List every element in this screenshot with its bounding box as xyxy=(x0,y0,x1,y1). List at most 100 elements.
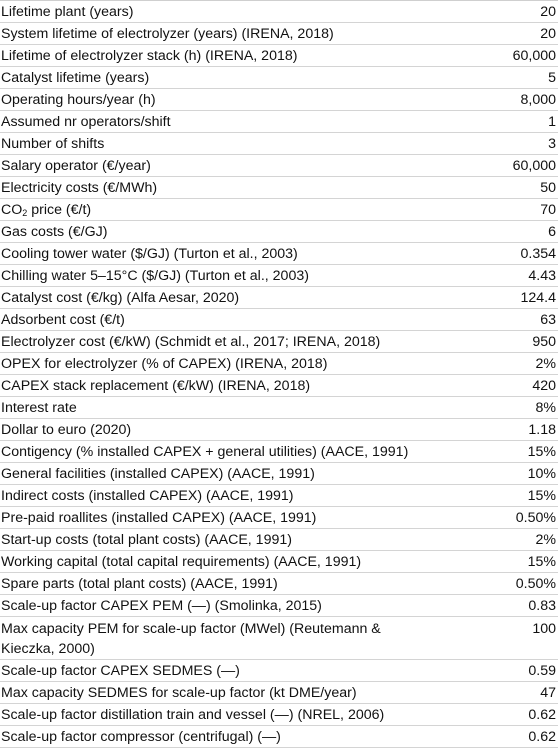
table-row: Salary operator (€/year) 60,000 xyxy=(0,155,558,177)
row-value: 63 xyxy=(540,312,556,328)
row-label: Lifetime plant (years) xyxy=(1,4,134,20)
table-row: Pre-paid roallites (installed CAPEX) (AA… xyxy=(0,507,558,529)
row-label: Salary operator (€/year) xyxy=(1,158,151,174)
row-value: 50 xyxy=(540,180,556,196)
row-label: Start-up costs (total plant costs) (AACE… xyxy=(1,532,292,548)
table-row: Cooling tower water ($/GJ) (Turton et al… xyxy=(0,243,558,265)
table-row: Chilling water 5–15°C ($/GJ) (Turton et … xyxy=(0,265,558,287)
table-row: Scale-up factor CAPEX SEDMES (—) 0.59 xyxy=(0,660,558,682)
row-value: 47 xyxy=(540,685,556,701)
table-row: Working capital (total capital requireme… xyxy=(0,551,558,573)
row-value: 0.59 xyxy=(528,663,556,679)
row-value: 3 xyxy=(548,136,556,152)
table-row: Catalyst cost (€/kg) (Alfa Aesar, 2020) 1… xyxy=(0,287,558,309)
row-label: Electrolyzer cost (€/kW) (Schmidt et al.… xyxy=(1,334,381,350)
row-label: System lifetime of electrolyzer (years) … xyxy=(1,26,334,42)
table-row: Gas costs (€/GJ) 6 xyxy=(0,221,558,243)
row-label: Contigency (% installed CAPEX + general … xyxy=(1,444,409,460)
row-label: Adsorbent cost (€/t) xyxy=(1,312,125,328)
table-row: Lifetime plant (years) 20 xyxy=(0,1,558,23)
row-label: Cooling tower water ($/GJ) (Turton et al… xyxy=(1,246,298,262)
table-row: Dollar to euro (2020) 1.18 xyxy=(0,419,558,441)
table-row: Electrolyzer cost (€/kW) (Schmidt et al.… xyxy=(0,331,558,353)
row-label: Indirect costs (installed CAPEX) (AACE, … xyxy=(1,488,294,504)
row-value: 1.18 xyxy=(528,422,556,438)
row-label: Electricity costs (€/MWh) xyxy=(1,180,158,196)
table-row: Interest rate 8% xyxy=(0,397,558,419)
row-label: Dollar to euro (2020) xyxy=(1,422,132,438)
row-value: 950 xyxy=(532,334,556,350)
co2-subscript: 2 xyxy=(22,208,28,218)
table-row: Spare parts (total plant costs) (AACE, 1… xyxy=(0,573,558,595)
row-label: Interest rate xyxy=(1,400,77,416)
table-row: Indirect costs (installed CAPEX) (AACE, … xyxy=(0,485,558,507)
row-label: Scale-up factor CAPEX PEM (—) (Smolinka,… xyxy=(1,598,322,614)
row-value: 2% xyxy=(535,532,556,548)
row-label: General facilities (installed CAPEX) (AA… xyxy=(1,466,315,482)
row-value: 15% xyxy=(527,554,556,570)
row-label: Gas costs (€/GJ) xyxy=(1,224,108,240)
row-label: CO2 price (€/t) xyxy=(0,199,446,221)
row-label: Chilling water 5–15°C ($/GJ) (Turton et … xyxy=(1,268,309,284)
row-label: Pre-paid roallites (installed CAPEX) (AA… xyxy=(1,510,317,526)
row-label: Scale-up factor distillation train and v… xyxy=(1,707,385,723)
row-value: 124.4 xyxy=(520,290,556,306)
row-label: Working capital (total capital requireme… xyxy=(1,554,362,570)
row-label: Catalyst lifetime (years) xyxy=(1,70,150,86)
row-value: 8,000 xyxy=(520,92,556,108)
table-row: Assumed nr operators/shift 1 xyxy=(0,111,558,133)
co2-price-text: price (€/t) xyxy=(27,202,92,218)
row-label: OPEX for electrolyzer (% of CAPEX) (IREN… xyxy=(1,356,328,372)
row-label: CAPEX stack replacement (€/kW) (IRENA, 2… xyxy=(1,378,311,394)
row-value: 0.62 xyxy=(528,707,556,723)
row-label: Assumed nr operators/shift xyxy=(1,114,171,130)
row-value: 0.50% xyxy=(515,510,556,526)
table-row: Max capacity PEM for scale-up factor (MW… xyxy=(0,617,558,660)
row-value: 0.50% xyxy=(515,576,556,592)
table-row: Electricity costs (€/MWh) 50 xyxy=(0,177,558,199)
table-row: OPEX for electrolyzer (% of CAPEX) (IREN… xyxy=(0,353,558,375)
row-label: Scale-up factor CAPEX SEDMES (—) xyxy=(1,663,240,679)
row-value: 2% xyxy=(535,356,556,372)
row-label: Scale-up factor compressor (centrifugal)… xyxy=(1,729,281,745)
row-value: 4.43 xyxy=(528,268,556,284)
row-label: Lifetime of electrolyzer stack (h) (IREN… xyxy=(1,48,298,64)
row-label: Max capacity PEM for scale-up factor (MW… xyxy=(1,621,381,657)
row-label: Operating hours/year (h) xyxy=(1,92,156,108)
row-value: 15% xyxy=(527,444,556,460)
table-row: Adsorbent cost (€/t) 63 xyxy=(0,309,558,331)
table-row: CO2 price (€/t) 70 xyxy=(0,199,558,221)
row-label: Catalyst cost (€/kg) (Alfa Aesar, 2020) xyxy=(1,290,240,306)
co2-text: CO xyxy=(1,202,23,218)
table-row: Start-up costs (total plant costs) (AACE… xyxy=(0,529,558,551)
table-row: Catalyst lifetime (years) 5 xyxy=(0,67,558,89)
row-value: 10% xyxy=(527,466,556,482)
row-label: Number of shifts xyxy=(1,136,105,152)
row-value: 5 xyxy=(548,70,556,86)
row-value: 0.62 xyxy=(528,729,556,745)
table-row: System lifetime of electrolyzer (years) … xyxy=(0,23,558,45)
row-value: 0.354 xyxy=(520,246,556,262)
row-value: 20 xyxy=(540,4,556,20)
table-row: Lifetime of electrolyzer stack (h) (IREN… xyxy=(0,45,558,67)
row-value: 60,000 xyxy=(512,48,556,64)
row-value: 1 xyxy=(548,114,556,130)
row-value: 420 xyxy=(532,378,556,394)
table-row: Scale-up factor distillation train and v… xyxy=(0,704,558,726)
row-value: 60,000 xyxy=(512,158,556,174)
row-label: Spare parts (total plant costs) (AACE, 1… xyxy=(1,576,278,592)
row-value: 100 xyxy=(532,621,556,637)
table-row: Max capacity SEDMES for scale-up factor … xyxy=(0,682,558,704)
row-value: 0.83 xyxy=(528,598,556,614)
table-row: Operating hours/year (h) 8,000 xyxy=(0,89,558,111)
row-value: 6 xyxy=(548,224,556,240)
row-value: 20 xyxy=(540,26,556,42)
row-label: Max capacity SEDMES for scale-up factor … xyxy=(1,685,357,701)
table-row: General facilities (installed CAPEX) (AA… xyxy=(0,463,558,485)
row-value: 8% xyxy=(535,400,556,416)
row-value: 70 xyxy=(540,202,556,218)
row-value: 15% xyxy=(527,488,556,504)
table-row: Number of shifts 3 xyxy=(0,133,558,155)
table-row: Scale-up factor compressor (centrifugal)… xyxy=(0,726,558,748)
